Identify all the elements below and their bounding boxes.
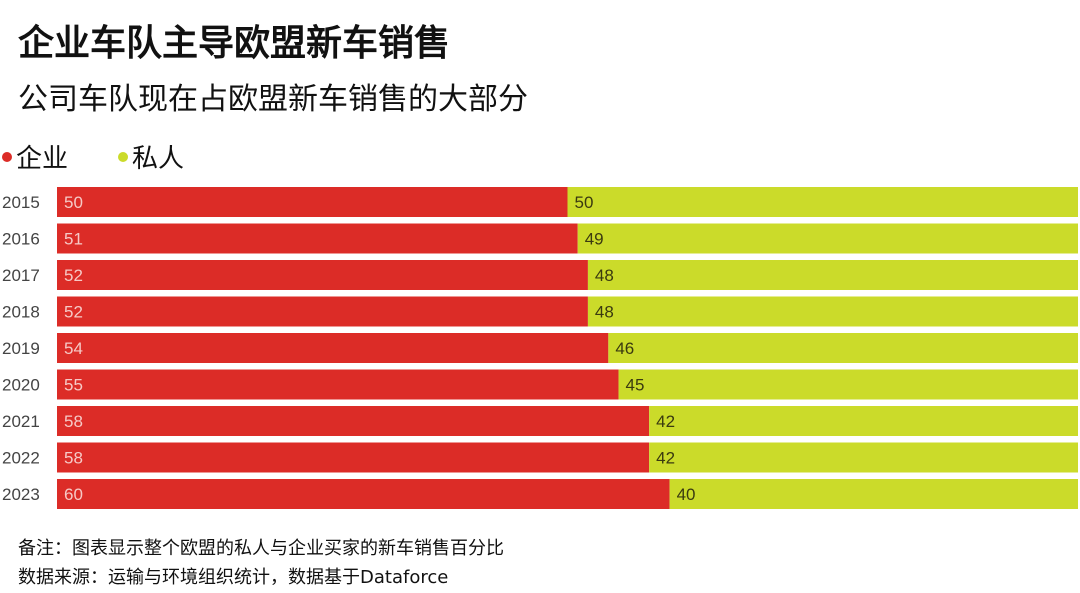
data-label: 40 (677, 485, 696, 504)
bar-private (649, 442, 1078, 473)
data-label: 51 (64, 230, 83, 249)
bar-corporate (57, 333, 609, 363)
data-label: 49 (585, 230, 604, 249)
bar-corporate (57, 260, 588, 290)
bar-corporate (57, 406, 650, 436)
bar-private (649, 406, 1078, 436)
legend-label: 私人 (132, 144, 185, 174)
data-label: 52 (64, 303, 83, 322)
category-label: 2021 (2, 412, 40, 431)
bar-corporate (57, 296, 588, 327)
legend-dot-private (118, 151, 128, 162)
bar-private (669, 479, 1078, 509)
data-label: 50 (575, 193, 594, 212)
data-label: 48 (595, 266, 614, 285)
category-label: 2023 (2, 485, 40, 504)
data-label: 52 (64, 266, 83, 285)
bar-corporate (57, 479, 670, 509)
legend-item-corporate: 企业 (2, 138, 68, 175)
data-label: 58 (64, 449, 83, 468)
data-label: 50 (64, 193, 83, 212)
bar-private (618, 369, 1078, 400)
category-label: 2020 (2, 376, 40, 395)
data-label: 45 (626, 376, 645, 395)
legend-label: 企业 (16, 144, 69, 174)
bar-corporate (57, 223, 578, 254)
bar-private (608, 333, 1078, 363)
data-label: 42 (656, 449, 675, 468)
bar-private (567, 187, 1078, 217)
chart-title: 企业车队主导欧盟新车销售 (18, 23, 451, 64)
data-label: 60 (64, 485, 83, 504)
legend-item-private: 私人 (118, 138, 184, 175)
bar-corporate (57, 442, 650, 473)
bar-private (587, 260, 1078, 290)
chart-source: 数据来源：运输与环境组织统计，数据基于Dataforce (18, 567, 449, 588)
bar-private (577, 223, 1078, 254)
legend-dot-corporate (2, 151, 12, 162)
data-label: 42 (656, 412, 675, 431)
category-label: 2022 (2, 449, 40, 468)
category-label: 2015 (2, 193, 40, 212)
chart-note: 备注：图表显示整个欧盟的私人与企业买家的新车销售百分比 (18, 538, 504, 559)
data-label: 46 (615, 339, 634, 358)
data-label: 55 (64, 376, 83, 395)
bar-private (587, 296, 1078, 327)
bar-corporate (57, 187, 568, 217)
chart-subtitle: 公司车队现在占欧盟新车销售的大部分 (18, 82, 528, 117)
data-label: 48 (595, 303, 614, 322)
category-label: 2018 (2, 303, 40, 322)
data-label: 54 (64, 339, 83, 358)
data-label: 58 (64, 412, 83, 431)
bar-corporate (57, 369, 619, 400)
category-label: 2019 (2, 339, 40, 358)
category-label: 2017 (2, 266, 40, 285)
category-label: 2016 (2, 230, 40, 249)
